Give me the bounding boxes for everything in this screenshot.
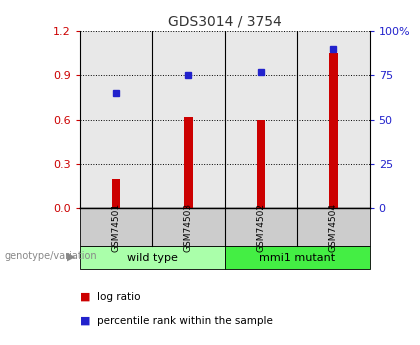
Bar — [80, 208, 152, 246]
Bar — [297, 208, 370, 246]
Text: mmi1 mutant: mmi1 mutant — [259, 253, 335, 263]
Bar — [257, 120, 265, 208]
Title: GDS3014 / 3754: GDS3014 / 3754 — [168, 14, 281, 29]
Bar — [225, 246, 370, 269]
Bar — [184, 117, 193, 208]
Bar — [80, 246, 225, 269]
Text: wild type: wild type — [127, 253, 178, 263]
Bar — [329, 53, 338, 208]
Text: GSM74502: GSM74502 — [257, 203, 265, 252]
Bar — [112, 179, 121, 208]
Text: GSM74504: GSM74504 — [329, 203, 338, 252]
Text: GSM74503: GSM74503 — [184, 203, 193, 252]
Bar — [152, 208, 225, 246]
Text: log ratio: log ratio — [97, 292, 140, 302]
Text: percentile rank within the sample: percentile rank within the sample — [97, 316, 273, 326]
Text: ■: ■ — [80, 292, 90, 302]
Bar — [225, 208, 297, 246]
Text: genotype/variation: genotype/variation — [4, 251, 97, 261]
Text: ▶: ▶ — [67, 252, 76, 262]
Text: GSM74501: GSM74501 — [112, 203, 121, 252]
Text: ■: ■ — [80, 316, 90, 326]
